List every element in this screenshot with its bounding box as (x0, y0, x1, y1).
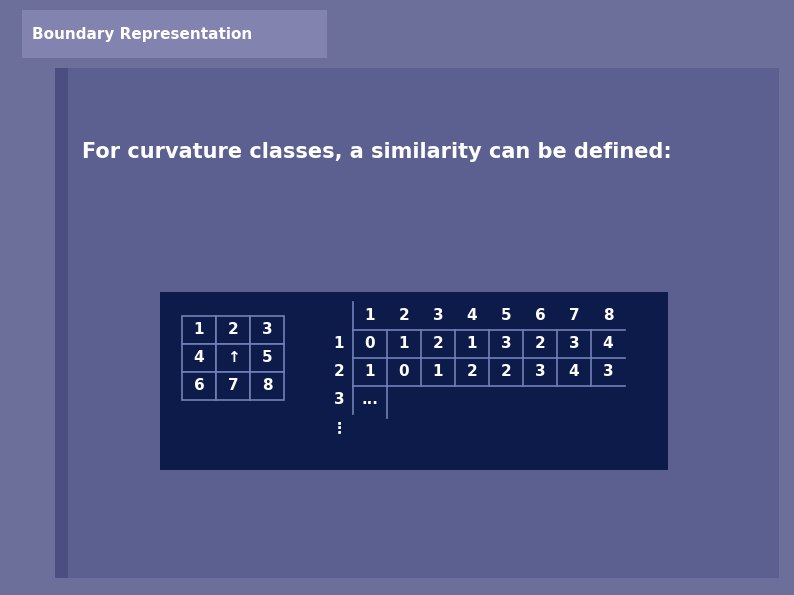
Text: 7: 7 (228, 378, 238, 393)
Text: ⋮: ⋮ (331, 421, 347, 436)
Text: 8: 8 (262, 378, 272, 393)
Text: 1: 1 (364, 308, 376, 322)
Text: 2: 2 (501, 365, 511, 380)
Text: 1: 1 (399, 337, 409, 352)
Text: Boundary Representation: Boundary Representation (32, 27, 252, 42)
Text: 7: 7 (569, 308, 580, 322)
Text: 8: 8 (603, 308, 613, 322)
Bar (182, 344, 216, 372)
Text: 0: 0 (364, 337, 376, 352)
Text: 1: 1 (467, 337, 477, 352)
Text: 3: 3 (534, 365, 545, 380)
Text: 2: 2 (433, 337, 443, 352)
Bar (250, 344, 284, 372)
Text: 1: 1 (194, 322, 204, 337)
Text: 4: 4 (467, 308, 477, 322)
Bar (68, 68, 779, 578)
Bar (216, 372, 250, 400)
Text: 4: 4 (569, 365, 580, 380)
Text: For curvature classes, a similarity can be defined:: For curvature classes, a similarity can … (82, 142, 672, 162)
Text: ↑: ↑ (226, 350, 239, 365)
Bar (22, 10, 327, 58)
Bar (182, 372, 216, 400)
Text: 4: 4 (603, 337, 613, 352)
Text: 6: 6 (194, 378, 204, 393)
Text: 5: 5 (262, 350, 272, 365)
Text: 2: 2 (534, 337, 545, 352)
Text: 2: 2 (333, 365, 345, 380)
Text: 1: 1 (333, 337, 345, 352)
Text: 2: 2 (399, 308, 410, 322)
Bar (216, 316, 250, 344)
Text: ...: ... (361, 393, 379, 408)
Text: 1: 1 (433, 365, 443, 380)
Bar (250, 372, 284, 400)
Text: 0: 0 (399, 365, 410, 380)
Text: 3: 3 (333, 393, 345, 408)
Text: 1: 1 (364, 365, 376, 380)
Text: 3: 3 (569, 337, 580, 352)
Text: 3: 3 (603, 365, 613, 380)
Text: 4: 4 (194, 350, 204, 365)
Bar (216, 344, 250, 372)
Text: 2: 2 (467, 365, 477, 380)
Bar (55, 68, 68, 578)
Bar (250, 316, 284, 344)
Bar (160, 292, 668, 470)
Text: 3: 3 (262, 322, 272, 337)
Text: 5: 5 (501, 308, 511, 322)
Text: 3: 3 (501, 337, 511, 352)
Bar (182, 316, 216, 344)
Text: 2: 2 (228, 322, 238, 337)
Text: 6: 6 (534, 308, 545, 322)
Text: 3: 3 (433, 308, 443, 322)
